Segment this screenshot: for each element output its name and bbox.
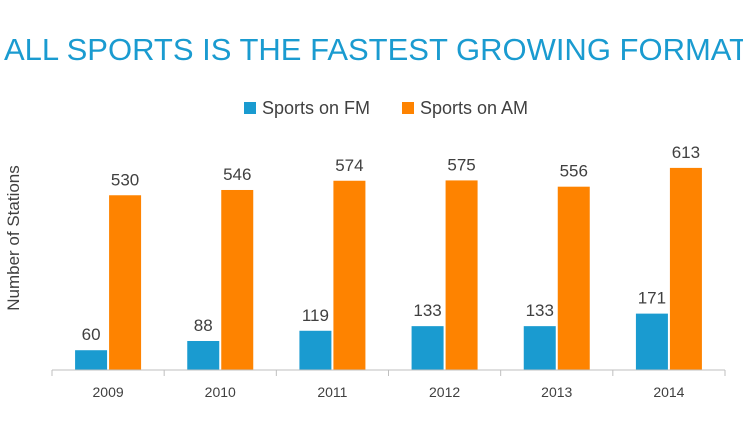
legend-swatch-fm [244, 102, 256, 114]
chart-legend: Sports on FM Sports on AM [244, 98, 528, 118]
x-tick-label-2010: 2010 [205, 384, 236, 400]
y-axis-label: Number of Stations [4, 165, 23, 311]
bar-fm-2011 [299, 330, 332, 370]
x-tick-label-2012: 2012 [429, 384, 460, 400]
data-label-am-2013: 556 [560, 162, 588, 181]
legend-label-fm: Sports on FM [262, 98, 370, 118]
bar-am-2014 [669, 167, 702, 370]
x-tick-label-2013: 2013 [541, 384, 572, 400]
data-label-am-2010: 546 [223, 165, 251, 184]
data-label-am-2011: 574 [335, 156, 363, 175]
bar-am-2012 [445, 180, 478, 370]
x-axis-ticks: 2009 2010 2011 2012 2013 2014 [51, 370, 726, 400]
data-label-fm-2010: 88 [194, 316, 213, 335]
bar-am-2009 [109, 195, 142, 370]
bar-fm-2012 [411, 326, 444, 370]
bar-am-2010 [221, 189, 254, 370]
bar-fm-2010 [187, 340, 220, 370]
data-label-fm-2013: 133 [526, 301, 554, 320]
chart-bars: 60 530 88 546 119 574 133 575 133 556 171 613 [75, 143, 702, 370]
legend-label-am: Sports on AM [420, 98, 528, 118]
bar-fm-2014 [635, 313, 668, 370]
x-tick-label-2014: 2014 [653, 384, 684, 400]
data-label-fm-2014: 171 [638, 289, 666, 308]
page-title: ALL SPORTS IS THE FASTEST GROWING FORMAT [4, 32, 743, 67]
data-label-am-2014: 613 [672, 143, 700, 162]
bar-fm-2013 [523, 326, 556, 370]
data-label-fm-2011: 119 [302, 306, 329, 325]
bar-am-2011 [333, 180, 366, 370]
data-label-fm-2012: 133 [413, 301, 441, 320]
bar-fm-2009 [75, 350, 108, 370]
x-tick-label-2011: 2011 [317, 384, 347, 400]
bar-am-2013 [557, 186, 590, 370]
x-tick-label-2009: 2009 [93, 384, 124, 400]
data-label-am-2012: 575 [447, 155, 475, 174]
legend-swatch-am [402, 102, 414, 114]
data-label-am-2009: 530 [111, 170, 139, 189]
data-label-fm-2009: 60 [82, 325, 101, 344]
